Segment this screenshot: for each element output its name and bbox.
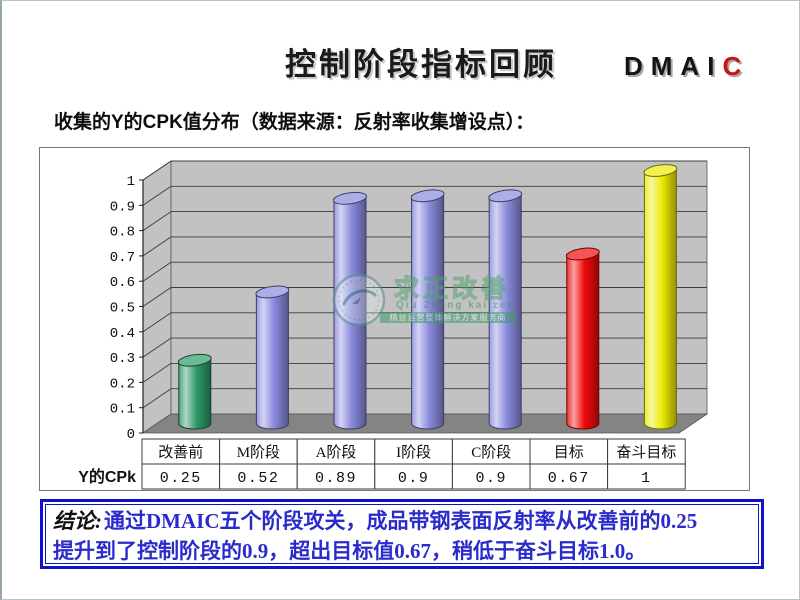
conclusion-prefix: 结论: xyxy=(53,509,102,533)
bar-cylinder-4 xyxy=(411,195,445,430)
bar-cylinder-top-6 xyxy=(565,247,600,261)
bar-cylinder-1 xyxy=(178,359,212,430)
y-tick-label: 0 xyxy=(127,427,135,443)
value-label: 0.52 xyxy=(237,470,279,487)
category-label: A阶段 xyxy=(316,444,357,461)
bar-cylinder-2 xyxy=(255,291,289,430)
value-cell xyxy=(296,463,376,490)
page-title: 控制阶段指标回顾 xyxy=(285,47,557,82)
value-label: 0.25 xyxy=(160,470,202,487)
value-cell xyxy=(451,463,531,490)
chart-data-table: 改善前 0.25 M阶段 0.52 A阶段 0.89 I阶段 0.9 C阶段 0.9 目标 0.67 奋… xyxy=(141,438,686,490)
y-tick-label: 0.1 xyxy=(110,402,135,418)
value-label: 1 xyxy=(641,470,652,487)
bar-cylinder-5 xyxy=(488,195,522,430)
category-cell xyxy=(219,438,298,465)
y-tick-label: 0.3 xyxy=(110,351,135,367)
value-label: 0.89 xyxy=(315,470,357,487)
category-label: M阶段 xyxy=(237,444,280,461)
dmaic-letter-c: C xyxy=(722,51,750,81)
value-label: 0.67 xyxy=(548,470,590,487)
cpk-bar-chart-svg: 0 0.1 0.2 0.3 0.4 0.5 0.6 0.7 0.8 0.9 1 改善前 0.25 M阶段 0… xyxy=(78,160,709,490)
bar-cylinder-3 xyxy=(333,197,367,430)
value-label: 0.9 xyxy=(475,470,507,487)
conclusion-line-1: 结论:通过DMAIC五个阶段攻关，成品带钢表面反射率从改善前的0.25 xyxy=(53,506,751,536)
category-label: 目标 xyxy=(554,444,584,461)
conclusion-line-2: 提升到了控制阶段的0.9，超出目标值0.67，稍低于奋斗目标1.0。 xyxy=(53,536,751,566)
conclusion-text-2: 提升到了控制阶段的0.9，超出目标值0.67，稍低于奋斗目标1.0。 xyxy=(53,539,647,563)
category-cell xyxy=(374,438,453,465)
category-cell xyxy=(451,438,531,465)
bar-cylinder-top-7 xyxy=(643,164,678,177)
y-tick-label: 0.5 xyxy=(110,301,135,317)
conclusion-text-1: 通过DMAIC五个阶段攻关，成品带钢表面反射率从改善前的0.25 xyxy=(104,509,698,533)
value-cell xyxy=(529,463,609,490)
bar-cylinder-top-3 xyxy=(333,191,367,205)
chart-caption: 收集的Y的CPK值分布（数据来源：反射率收集增设点）： xyxy=(54,112,535,133)
bar-cylinder-7 xyxy=(643,170,677,430)
y-tick-label: 0.4 xyxy=(110,326,135,342)
y-tick-label: 0.7 xyxy=(110,250,135,266)
dmaic-letters-black: DMAI xyxy=(624,51,723,81)
value-cell xyxy=(374,463,453,490)
bar-cylinder-top-2 xyxy=(255,285,290,299)
category-label: 奋斗目标 xyxy=(616,444,676,461)
bar-cylinder-top-4 xyxy=(410,189,445,203)
value-cell xyxy=(607,463,686,490)
dmaic-logo: DMAIC xyxy=(624,51,749,82)
value-label: 0.9 xyxy=(398,470,430,487)
category-label: 改善前 xyxy=(158,444,203,461)
y-tick-label: 0.6 xyxy=(110,275,135,291)
value-cell xyxy=(141,463,221,490)
y-tick-label: 0.8 xyxy=(110,225,135,241)
cpk-chart: 0 0.1 0.2 0.3 0.4 0.5 0.6 0.7 0.8 0.9 1 改善前 0.25 M阶段 0… xyxy=(39,147,750,491)
y-tick-label: 0.9 xyxy=(110,199,135,215)
y-tick-label: 0.2 xyxy=(110,376,135,392)
series-row-header: Y的CPk xyxy=(78,467,136,486)
category-label: C阶段 xyxy=(471,444,511,461)
bar-cylinder-top-5 xyxy=(488,189,523,203)
category-cell xyxy=(141,438,221,465)
bar-cylinder-6 xyxy=(566,253,600,430)
y-tick-label: 1 xyxy=(127,174,135,190)
conclusion-box: 结论:通过DMAIC五个阶段攻关，成品带钢表面反射率从改善前的0.25 提升到了… xyxy=(40,499,764,569)
category-label: I阶段 xyxy=(396,444,431,461)
bar-cylinder-top-1 xyxy=(177,353,212,367)
category-cell xyxy=(607,438,686,465)
